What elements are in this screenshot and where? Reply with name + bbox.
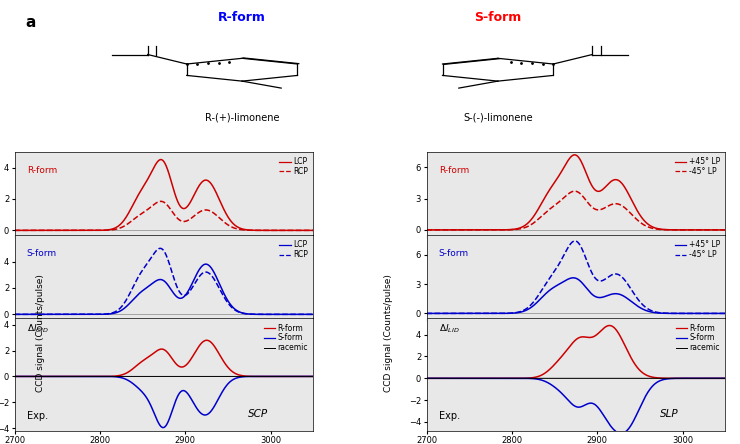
Text: R-form: R-form (218, 12, 266, 24)
Text: SLP: SLP (659, 409, 678, 419)
Text: SCP: SCP (248, 409, 268, 419)
Text: CCD signal (Counts/pulse): CCD signal (Counts/pulse) (384, 274, 393, 392)
Text: Exp.: Exp. (439, 412, 460, 421)
Text: R-form: R-form (27, 166, 57, 174)
Legend: +45° LP, -45° LP: +45° LP, -45° LP (673, 156, 721, 178)
Text: S-(-)-limonene: S-(-)-limonene (463, 113, 533, 123)
Text: S-form: S-form (474, 12, 522, 24)
Legend: LCP, RCP: LCP, RCP (278, 239, 309, 261)
Text: a: a (25, 15, 36, 30)
Legend: LCP, RCP: LCP, RCP (278, 156, 309, 178)
Text: $\Delta I_{CID}$: $\Delta I_{CID}$ (27, 323, 48, 335)
Text: $\Delta I_{LID}$: $\Delta I_{LID}$ (439, 323, 460, 335)
Text: CCD signal (Counts/pulse): CCD signal (Counts/pulse) (36, 274, 45, 392)
Text: S-form: S-form (27, 249, 57, 258)
Text: S-form: S-form (439, 249, 468, 258)
Legend: R-form, S-form, racemic: R-form, S-form, racemic (674, 322, 722, 354)
Text: R-form: R-form (439, 166, 469, 174)
Legend: R-form, S-form, racemic: R-form, S-form, racemic (262, 322, 309, 354)
Text: R-(+)-limonene: R-(+)-limonene (205, 113, 280, 123)
Legend: +45° LP, -45° LP: +45° LP, -45° LP (673, 239, 721, 261)
Text: Exp.: Exp. (27, 412, 48, 421)
